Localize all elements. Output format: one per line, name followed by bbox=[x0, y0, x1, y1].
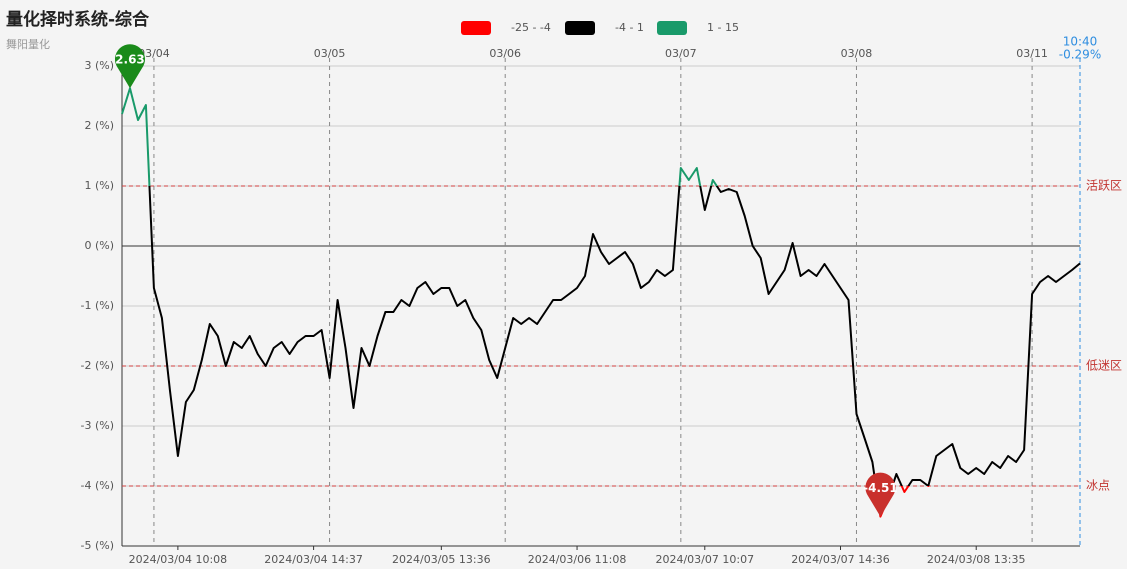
x-tick-label: 2024/03/05 13:36 bbox=[392, 553, 491, 566]
top-tick-label: 03/04 bbox=[138, 47, 170, 60]
y-tick-label: -2 (%) bbox=[81, 359, 115, 372]
mark-line-label: 活跃区 bbox=[1086, 179, 1122, 193]
legend-label: -25 - -4 bbox=[511, 21, 551, 34]
chart-title: 量化择时系统-综合 bbox=[6, 9, 150, 30]
legend-label: 1 - 15 bbox=[707, 21, 739, 34]
chart-subtitle: 舞阳量化 bbox=[6, 37, 50, 51]
mark-line-label: 冰点 bbox=[1086, 479, 1110, 493]
legend-swatch[interactable] bbox=[461, 21, 491, 35]
series-line bbox=[121, 87, 1081, 518]
mark-line-label: 低迷区 bbox=[1086, 359, 1122, 373]
y-tick-label: 2 (%) bbox=[84, 119, 114, 132]
y-tick-label: -4 (%) bbox=[81, 479, 115, 492]
x-tick-label: 2024/03/04 14:37 bbox=[264, 553, 363, 566]
x-tick-label: 2024/03/07 10:07 bbox=[655, 553, 754, 566]
top-tick-label: 03/07 bbox=[665, 47, 697, 60]
y-tick-label: 3 (%) bbox=[84, 59, 114, 72]
latest-time: 10:40 bbox=[1063, 35, 1098, 49]
y-tick-label: -1 (%) bbox=[81, 299, 115, 312]
legend-swatch[interactable] bbox=[657, 21, 687, 35]
x-tick-label: 2024/03/07 14:36 bbox=[791, 553, 890, 566]
y-tick-label: -5 (%) bbox=[81, 539, 115, 552]
y-tick-label: 0 (%) bbox=[84, 239, 114, 252]
pin bbox=[865, 472, 896, 517]
x-tick-label: 2024/03/08 13:35 bbox=[927, 553, 1026, 566]
top-tick-label: 03/06 bbox=[489, 47, 521, 60]
top-tick-label: 03/05 bbox=[314, 47, 346, 60]
x-tick-label: 2024/03/04 10:08 bbox=[129, 553, 228, 566]
top-tick-label: 03/08 bbox=[841, 47, 873, 60]
legend-label: -4 - 1 bbox=[615, 21, 644, 34]
top-tick-label: 03/11 bbox=[1016, 47, 1048, 60]
legend-swatch[interactable] bbox=[565, 21, 595, 35]
x-tick-label: 2024/03/06 11:08 bbox=[528, 553, 627, 566]
y-tick-label: -3 (%) bbox=[81, 419, 115, 432]
pin-label: 2.63 bbox=[115, 53, 145, 67]
latest-value: -0.29% bbox=[1059, 48, 1101, 62]
y-tick-label: 1 (%) bbox=[84, 179, 114, 192]
pin bbox=[114, 44, 145, 89]
pin-label: -4.51 bbox=[863, 481, 898, 495]
